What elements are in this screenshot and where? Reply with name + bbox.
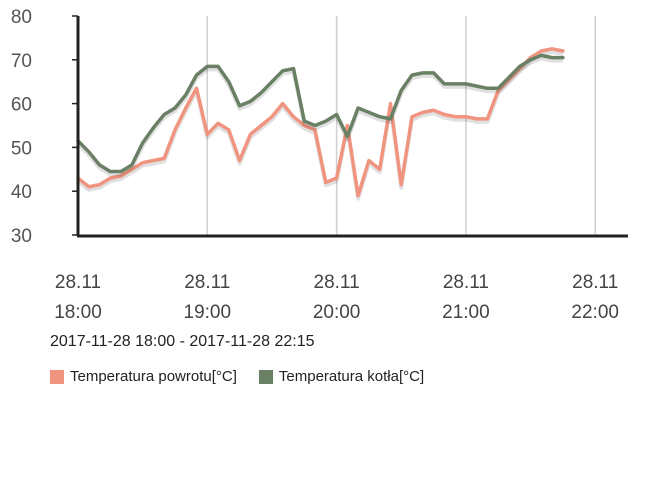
series-line-0 [76, 47, 565, 198]
legend-label-boiler-temp: Temperatura kotła[°C] [278, 368, 425, 385]
y-tick-label-40: 40 [11, 182, 32, 203]
tick-layer: 30 40 50 60 70 80 28.11 18:00 28.11 19:00 28.11 20:… [11, 7, 619, 323]
legend-swatch-return-temp [50, 369, 64, 384]
legend-item-boiler-temp[interactable]: Temperatura kotła[°C] [258, 368, 425, 385]
legend-item-return-temp[interactable]: Temperatura powrotu[°C] [50, 368, 237, 385]
y-tick-label-70: 70 [11, 51, 32, 72]
y-tick-label-60: 60 [11, 95, 32, 116]
x-tick-time-4: 22:00 [571, 302, 619, 323]
series-0 [76, 47, 565, 201]
y-tick-label-80: 80 [11, 7, 32, 28]
legend-swatch-boiler-temp [258, 369, 273, 384]
y-tick-label-30: 30 [11, 226, 32, 247]
legend: Temperatura powrotu[°C] Temperatura kotł… [50, 368, 446, 385]
series-layer [76, 47, 565, 201]
series-1 [76, 53, 565, 177]
grid-layer [206, 16, 596, 235]
series-line-1 [76, 53, 565, 174]
x-tick-date-2: 28.11 [314, 272, 360, 293]
x-tick-time-0: 18:00 [54, 302, 102, 323]
x-tick-time-3: 21:00 [442, 302, 490, 323]
x-tick-time-1: 19:00 [184, 302, 232, 323]
x-tick-date-4: 28.11 [572, 272, 618, 293]
y-tick-label-50: 50 [11, 138, 32, 159]
x-tick-date-3: 28.11 [443, 272, 489, 293]
x-tick-date-1: 28.11 [184, 272, 230, 293]
series-shadow-1 [76, 56, 563, 177]
x-tick-time-2: 20:00 [313, 302, 361, 323]
line-chart: 30 40 50 60 70 80 28.11 18:00 28.11 19:00 28.11 20:… [11, 7, 628, 323]
legend-label-return-temp: Temperatura powrotu[°C] [70, 368, 237, 385]
x-tick-date-0: 28.11 [55, 272, 101, 293]
date-range-label: 2017-11-28 18:00 - 2017-11-28 22:15 [50, 333, 315, 350]
axis-layer [72, 15, 628, 238]
